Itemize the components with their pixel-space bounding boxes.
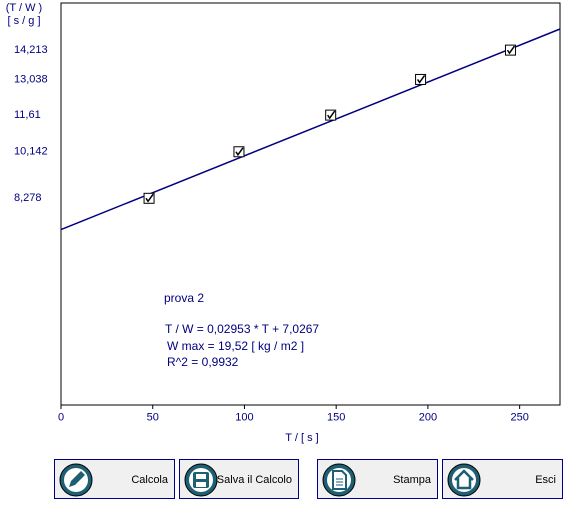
x-tick-label: 200 xyxy=(419,412,437,424)
x-axis-label: T / [ s ] xyxy=(285,432,318,444)
y-tick-label: 13,038 xyxy=(14,73,48,85)
esci-button[interactable]: Esci xyxy=(442,459,563,499)
icon xyxy=(322,463,356,497)
icon xyxy=(447,463,481,497)
annotation: W max = 19,52 [ kg / m2 ] xyxy=(167,339,304,353)
point xyxy=(415,73,427,85)
y-tick-label: 14,213 xyxy=(14,44,48,56)
y-tick-label: 10,142 xyxy=(14,146,48,158)
salva-button[interactable]: Salva il Calcolo xyxy=(179,459,299,499)
icon xyxy=(59,463,93,497)
x-tick-label: 100 xyxy=(235,412,253,424)
button-label: Esci xyxy=(535,474,556,486)
point xyxy=(233,146,245,158)
button-label: Stampa xyxy=(393,474,431,486)
x-tick-label: 150 xyxy=(327,412,345,424)
button-label: Calcola xyxy=(131,474,168,486)
annotation: R^2 = 0,9932 xyxy=(167,355,239,369)
y-axis-label: (T / W ) xyxy=(6,2,42,14)
button-label: Salva il Calcolo xyxy=(216,474,292,486)
stampa-button[interactable]: Stampa xyxy=(317,459,438,499)
annotation: prova 2 xyxy=(164,291,204,305)
y-tick-label: 11,61 xyxy=(14,109,41,121)
point xyxy=(143,192,155,204)
chart: (T / W ) [ s / g ] T / [ s ] 0 50 100 150 20… xyxy=(6,2,561,444)
point xyxy=(504,44,516,56)
x-tick-label: 50 xyxy=(147,412,159,424)
point xyxy=(325,109,337,121)
x-tick-label: 250 xyxy=(510,412,528,424)
y-tick-label: 8,278 xyxy=(14,192,42,204)
icon xyxy=(184,463,218,497)
y-axis-label: [ s / g ] xyxy=(7,15,40,27)
x-tick-label: 0 xyxy=(58,412,64,424)
plot-area xyxy=(60,2,561,406)
annotation: T / W = 0,02953 * T + 7,0267 xyxy=(165,322,319,336)
calcola-button[interactable]: Calcola xyxy=(54,459,175,499)
